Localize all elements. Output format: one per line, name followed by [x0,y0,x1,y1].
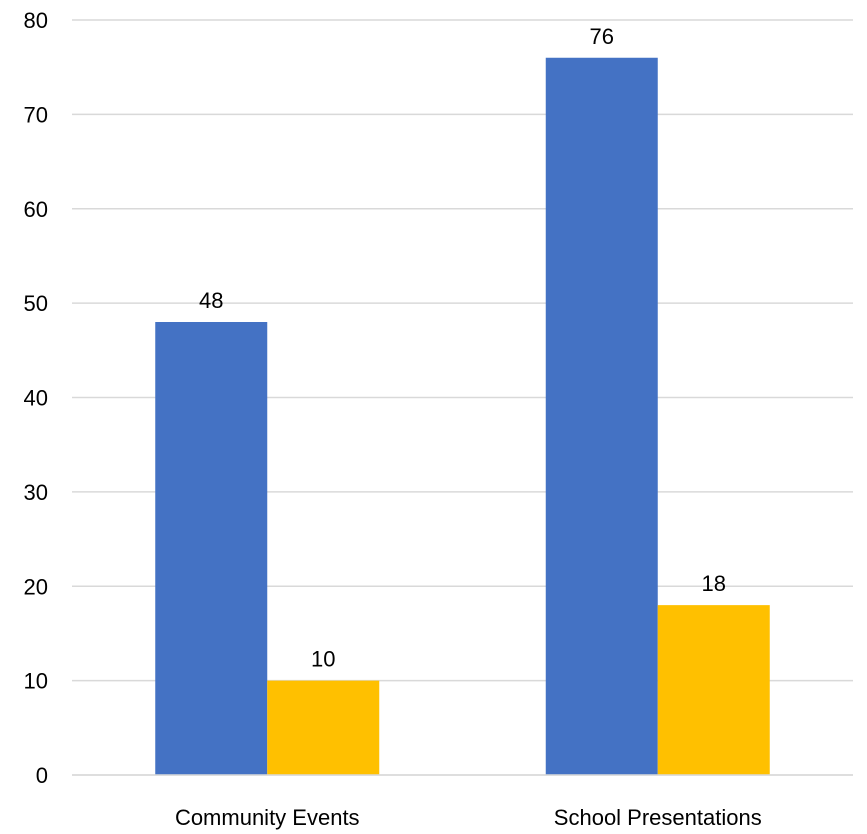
data-label: 76 [590,24,614,49]
bar [267,680,380,775]
x-category-label: Community Events [175,805,360,830]
y-tick-label: 40 [24,386,48,411]
data-label: 10 [311,647,335,672]
bar [545,57,658,775]
y-tick-label: 70 [24,102,48,127]
y-tick-label: 30 [24,480,48,505]
data-label: 18 [702,571,726,596]
y-tick-label: 0 [36,763,48,788]
data-label: 48 [199,288,223,313]
data-labels: 48 10 76 18 [199,24,726,672]
y-tick-label: 20 [24,574,48,599]
x-category-label: School Presentations [554,805,762,830]
y-tick-label: 50 [24,291,48,316]
bar [657,605,770,775]
bar [155,322,268,775]
bars [155,57,770,775]
y-tick-label: 80 [24,8,48,33]
y-axis: 0 10 20 30 40 50 60 70 80 [24,8,48,788]
y-tick-label: 60 [24,197,48,222]
x-axis: Community Events School Presentations [72,774,853,830]
y-tick-label: 10 [24,669,48,694]
